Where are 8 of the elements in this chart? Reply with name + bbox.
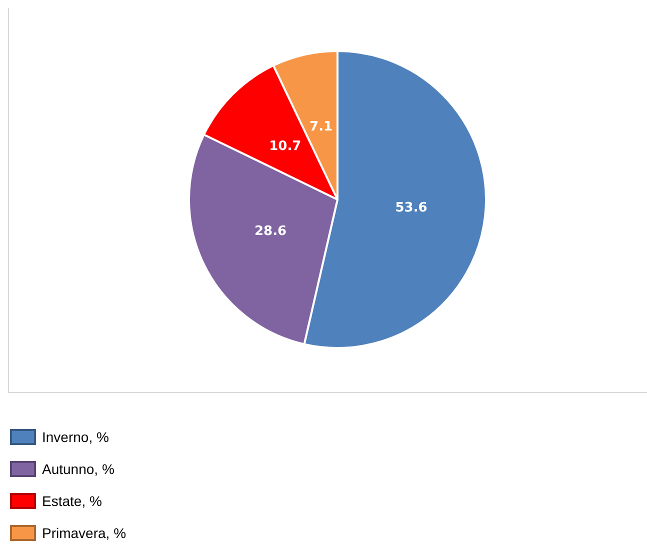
data-label: 53.6 — [395, 200, 428, 216]
legend-label: Inverno, % — [42, 429, 109, 445]
legend-label: Estate, % — [42, 493, 102, 509]
legend-label: Autunno, % — [42, 461, 114, 477]
legend-label: Primavera, % — [42, 525, 126, 541]
data-label: 10.7 — [269, 139, 302, 154]
data-label: 7.1 — [310, 119, 333, 134]
data-label: 28.6 — [254, 224, 287, 239]
